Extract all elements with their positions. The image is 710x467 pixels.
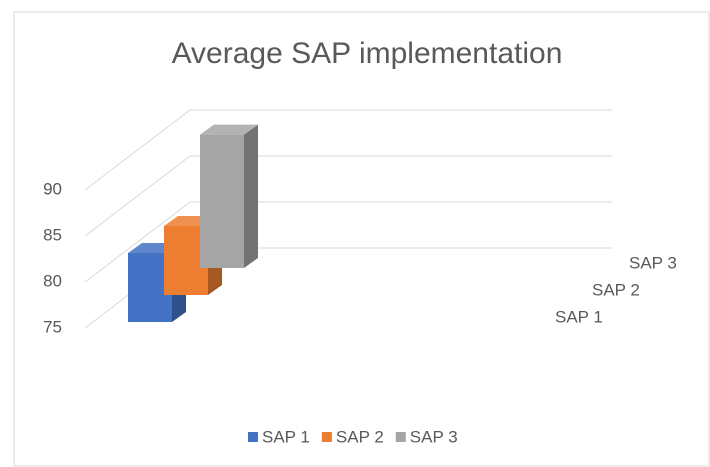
- grid-line: [84, 109, 191, 191]
- bar-front: [164, 226, 208, 295]
- bar-side: [244, 124, 258, 268]
- legend-label: SAP 1: [262, 427, 310, 446]
- grid-line: [84, 155, 191, 237]
- depth-label: SAP 1: [555, 307, 603, 326]
- chart-title: Average SAP implementation: [172, 37, 563, 70]
- legend-label: SAP 3: [410, 427, 458, 446]
- legend-swatch: [321, 432, 332, 442]
- y-tick-label: 80: [43, 271, 62, 290]
- depth-label: SAP 3: [629, 253, 677, 272]
- bar-top: [200, 124, 258, 135]
- legend-label: SAP 2: [336, 427, 384, 446]
- legend-swatch: [395, 432, 406, 442]
- grid-line: [84, 201, 191, 283]
- bar: [200, 124, 258, 268]
- y-tick-label: 90: [43, 179, 62, 198]
- y-tick-label: 75: [43, 317, 62, 336]
- legend-swatch: [248, 432, 258, 442]
- bar-front: [200, 134, 244, 268]
- chart-frame: [13, 11, 710, 467]
- bar-front: [128, 253, 172, 322]
- y-tick-label: 85: [43, 225, 62, 244]
- depth-label: SAP 2: [592, 280, 640, 299]
